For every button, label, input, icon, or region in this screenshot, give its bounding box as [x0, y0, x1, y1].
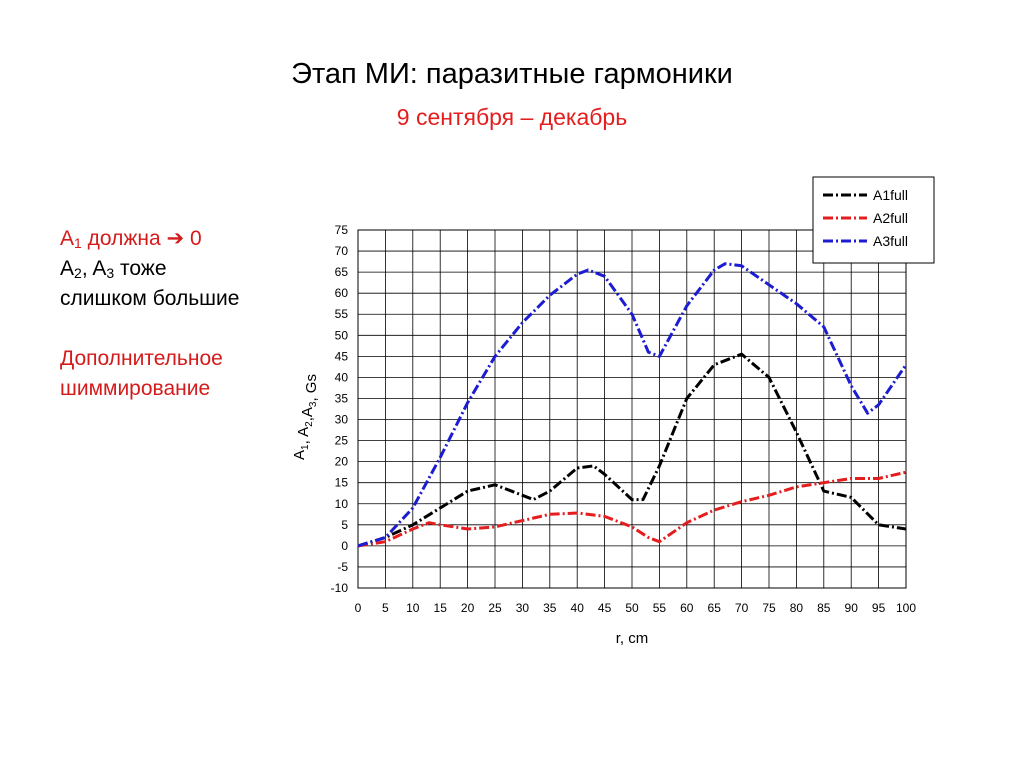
x-tick-label: 70 [735, 601, 749, 615]
x-tick-label: 80 [790, 601, 804, 615]
legend-items: A1full A2full A3full [823, 187, 908, 249]
x-tick-label: 30 [516, 601, 530, 615]
x-tick-label: 20 [461, 601, 475, 615]
note-a1-subscript: 1 [74, 235, 82, 251]
y-tick-label: 60 [335, 286, 349, 300]
x-tick-label: 45 [598, 601, 612, 615]
note-a3-letter: , A [81, 257, 107, 280]
x-tick-label: 15 [434, 601, 448, 615]
y-tick-label: -5 [337, 560, 348, 574]
x-tick-label: 65 [708, 601, 722, 615]
legend-label-a1full: A1full [873, 187, 908, 203]
x-tick-label: 95 [872, 601, 886, 615]
y-tick-label: 40 [335, 370, 349, 384]
x-axis-label: r, cm [616, 630, 649, 647]
y-tick-label: 25 [335, 434, 349, 448]
series-line-a3full [357, 262, 908, 548]
legend-label-a2full: A2full [873, 210, 908, 226]
y-tick-label: 20 [335, 455, 349, 469]
plot-area-frame [357, 229, 907, 589]
chart-legend: A1full A2full A3full [812, 176, 935, 264]
note-a1-letter: A [60, 227, 75, 250]
note-a1: A1 должна ➔ 0 [60, 224, 330, 254]
legend-label-a3full: A3full [873, 233, 908, 249]
x-tick-label: 0 [355, 601, 362, 615]
arrow-right-icon: ➔ [166, 227, 185, 250]
x-tick-label: 10 [406, 601, 420, 615]
y-tick-label: 35 [335, 391, 349, 405]
y-tick-label: -10 [331, 581, 349, 595]
note-extra-shimming-1: Дополнительное [60, 347, 223, 370]
note-a3-subscript: 3 [106, 265, 115, 281]
x-tick-label: 85 [817, 601, 831, 615]
y-tick-label: 75 [335, 223, 349, 237]
x-tick-label: 35 [543, 601, 557, 615]
x-tick-label: 40 [571, 601, 585, 615]
legend-box [812, 176, 935, 264]
x-tick-label: 55 [653, 601, 667, 615]
y-tick-label: 45 [335, 349, 349, 363]
y-tick-label: 0 [341, 539, 348, 553]
notes-panel: A1 должна ➔ 0 A2, A3 тоже слишком больши… [60, 224, 330, 404]
x-tick-label: 90 [845, 601, 859, 615]
chart-grid [357, 229, 907, 589]
x-tick-label: 60 [680, 601, 694, 615]
slide-title: Этап МИ: паразитные гармоники [291, 58, 733, 90]
y-tick-label: 65 [335, 265, 349, 279]
note-a2-letter: A [60, 257, 75, 280]
note-extra-shimming-2: шиммирование [60, 377, 211, 400]
series-line-a1full [357, 352, 907, 548]
y-tick-label: 50 [335, 328, 349, 342]
note-a1-text: должна [81, 227, 167, 250]
y-tick-label: 5 [341, 518, 348, 532]
note-a2-a3-text: тоже [114, 257, 167, 280]
slide-subtitle: 9 сентября – декабрь [396, 104, 628, 130]
y-tick-label: 55 [335, 307, 349, 321]
chart-series [357, 262, 908, 548]
note-too-large: слишком большие [60, 287, 240, 310]
chart-tick-labels: 0 5 10 15 20 25 30 35 40 45 50 55 60 65 70 75 80 85 90 95 10… [331, 223, 917, 615]
x-tick-label: 25 [488, 601, 502, 615]
x-tick-label: 75 [762, 601, 776, 615]
note-a2-subscript: 2 [74, 265, 82, 281]
y-tick-label: 15 [335, 476, 349, 490]
x-tick-label: 50 [625, 601, 639, 615]
y-tick-label: 10 [335, 497, 349, 511]
note-a2-a3: A2, A3 тоже [60, 254, 330, 284]
note-a1-value: 0 [184, 227, 202, 250]
y-tick-label: 70 [335, 244, 349, 258]
x-tick-label: 100 [896, 601, 916, 615]
series-line-a2full [357, 470, 907, 548]
y-tick-label: 30 [335, 413, 349, 427]
x-tick-label: 5 [382, 601, 389, 615]
y-axis-label: A1, A2,A3, Gs [291, 374, 320, 460]
